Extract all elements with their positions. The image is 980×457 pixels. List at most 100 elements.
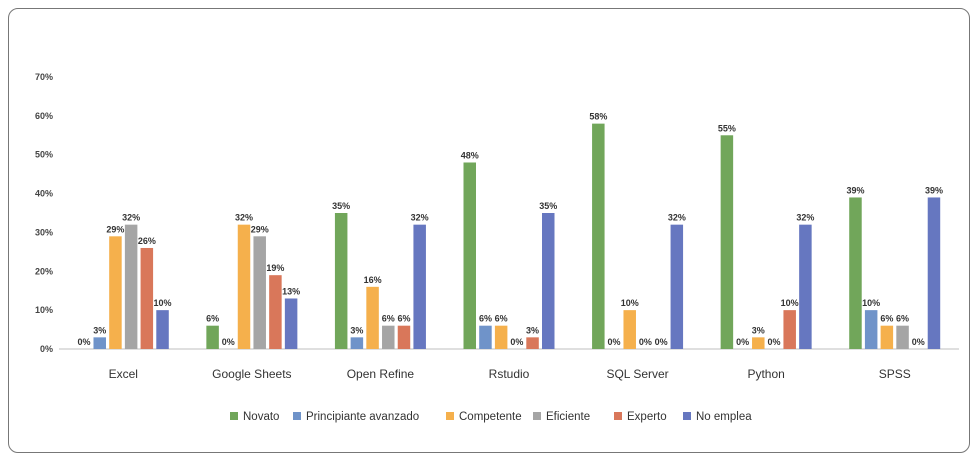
data-label: 3% [93, 325, 106, 335]
bar-experto [140, 247, 154, 349]
data-label: 0% [78, 337, 91, 347]
bar-eficiente [124, 224, 138, 349]
data-label: 6% [880, 314, 893, 324]
data-label: 6% [495, 314, 508, 324]
bar-principiante-avanzado [864, 310, 878, 349]
data-label: 0% [912, 337, 925, 347]
bar-competente [623, 310, 636, 349]
bar-no-emplea [799, 224, 812, 349]
data-label: 39% [925, 185, 943, 195]
data-label: 58% [589, 112, 607, 122]
axis-layer: 0% 10% 20% 30% 40% 50% 60% 70% Excel Google Sheet… [35, 72, 959, 381]
y-tick-label: 70% [35, 72, 53, 82]
x-category-label: Excel [109, 367, 138, 381]
bars-layer [93, 123, 941, 349]
bar-no-emplea [670, 224, 684, 349]
data-label: 29% [106, 224, 124, 234]
data-label: 0% [608, 337, 621, 347]
bar-experto [269, 275, 282, 349]
bar-principiante-avanzado [93, 337, 106, 349]
data-label: 0% [655, 337, 668, 347]
data-label: 6% [397, 314, 410, 324]
bar-experto [397, 325, 411, 349]
data-label: 6% [206, 314, 219, 324]
legend: Novato Principiante avanzado Competente Efi… [230, 411, 752, 423]
data-label: 6% [382, 314, 395, 324]
legend-label: No emplea [696, 411, 752, 423]
x-category-label: SQL Server [606, 367, 668, 381]
y-tick-label: 50% [35, 150, 53, 160]
x-category-label: Python [747, 367, 784, 381]
y-tick-label: 0% [40, 344, 53, 354]
data-label: 32% [235, 213, 253, 223]
bar-principiante-avanzado [350, 337, 364, 349]
bar-competente [366, 286, 379, 349]
y-tick-label: 40% [35, 189, 53, 199]
bar-novato [463, 162, 476, 349]
data-labels-layer: 0%3%29%32%26%10%6%0%32%29%19%13%35%3%16%… [78, 112, 943, 347]
bar-no-emplea [284, 298, 298, 349]
data-label: 32% [411, 213, 429, 223]
data-label: 16% [364, 275, 382, 285]
legend-swatch [230, 412, 238, 420]
legend-swatch [293, 412, 301, 420]
y-tick-label: 30% [35, 227, 53, 237]
data-label: 0% [736, 337, 749, 347]
data-label: 32% [122, 213, 140, 223]
bar-experto [526, 337, 539, 349]
bar-novato [592, 123, 605, 349]
data-label: 32% [796, 213, 814, 223]
bar-novato [720, 135, 734, 349]
x-category-label: Google Sheets [212, 367, 291, 381]
legend-swatch [533, 412, 541, 420]
legend-label: Principiante avanzado [306, 411, 419, 423]
bar-chart: 0% 10% 20% 30% 40% 50% 60% 70% Excel Google Sheet… [35, 72, 959, 423]
data-label: 29% [251, 224, 269, 234]
data-label: 0% [222, 337, 235, 347]
data-label: 35% [539, 201, 557, 211]
data-label: 35% [332, 201, 350, 211]
x-category-label: SPSS [879, 367, 911, 381]
data-label: 3% [526, 325, 539, 335]
bar-competente [494, 325, 508, 349]
bar-no-emplea [927, 197, 941, 349]
data-label: 55% [718, 123, 736, 133]
data-label: 10% [154, 298, 172, 308]
bar-experto [783, 310, 796, 349]
legend-label: Novato [243, 411, 279, 423]
data-label: 26% [138, 236, 156, 246]
data-label: 10% [862, 298, 880, 308]
bar-competente [237, 224, 251, 349]
legend-swatch [614, 412, 622, 420]
bar-competente [880, 325, 894, 349]
y-tick-label: 60% [35, 111, 53, 121]
legend-swatch [446, 412, 454, 420]
x-category-label: Open Refine [347, 367, 415, 381]
data-label: 6% [479, 314, 492, 324]
data-label: 48% [461, 150, 479, 160]
y-tick-label: 20% [35, 266, 53, 276]
legend-label: Competente [459, 411, 522, 423]
data-label: 0% [767, 337, 780, 347]
bar-no-emplea [542, 213, 555, 349]
bar-no-emplea [413, 224, 426, 349]
bar-eficiente [382, 325, 395, 349]
bar-principiante-avanzado [479, 325, 492, 349]
bar-eficiente [253, 236, 266, 349]
data-label: 10% [781, 298, 799, 308]
chart-frame: 0% 10% 20% 30% 40% 50% 60% 70% Excel Google Sheet… [8, 8, 970, 453]
data-label: 0% [639, 337, 652, 347]
bar-novato [206, 325, 219, 349]
bar-novato [334, 213, 348, 349]
legend-swatch [683, 412, 691, 420]
data-label: 6% [896, 314, 909, 324]
data-label: 0% [510, 337, 523, 347]
data-label: 19% [266, 263, 284, 273]
bar-novato [849, 197, 862, 349]
legend-label: Experto [627, 411, 667, 423]
y-tick-label: 10% [35, 305, 53, 315]
bar-competente [752, 337, 765, 349]
x-category-label: Rstudio [489, 367, 530, 381]
bar-eficiente [896, 325, 909, 349]
legend-label: Eficiente [546, 411, 590, 423]
